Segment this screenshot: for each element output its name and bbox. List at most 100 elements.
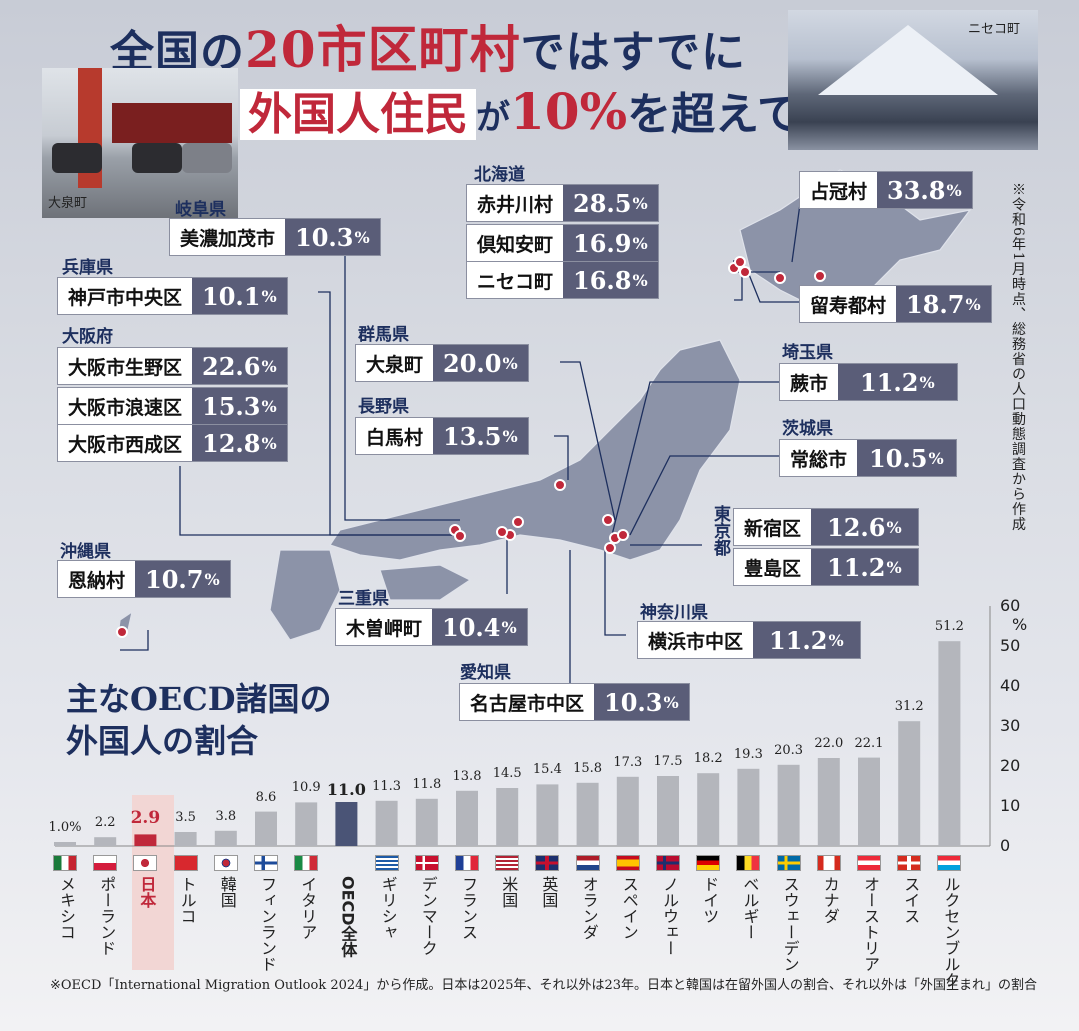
category-label: カナダ [820, 876, 840, 924]
pref-label: 長野県 [358, 397, 409, 417]
y-tick-label: 40 [1000, 676, 1020, 695]
muni-value-num: 15.3 [202, 391, 261, 421]
title-text: ではすでに [520, 27, 747, 78]
bar [777, 764, 800, 846]
flag-icon [857, 855, 881, 871]
value-label: 19.3 [733, 746, 763, 762]
category-label: OECD全体 [338, 876, 358, 958]
bar [174, 832, 197, 846]
flag-icon [776, 855, 801, 871]
flag-icon [53, 855, 77, 871]
muni-value-num: 11.2 [860, 367, 919, 397]
category-label: オーストリア [861, 876, 880, 972]
muni-value-num: 28.5 [573, 188, 632, 218]
flag-icon [897, 855, 922, 871]
muni-label: 占冠村 33.8% [800, 172, 972, 208]
bar [938, 641, 961, 846]
value-label: 22.0 [814, 736, 844, 751]
muni-value: 10.4% [432, 609, 527, 645]
category-label: トルコ [177, 876, 197, 924]
value-label: 14.5 [492, 766, 522, 781]
bar [817, 758, 840, 846]
muni-value-num: 18.7 [906, 289, 965, 319]
category-label: オランダ [579, 876, 599, 940]
muni-name: 大阪市西成区 [58, 425, 193, 461]
category-label: メキシコ [57, 876, 76, 940]
muni-value-num: 12.8 [202, 428, 261, 458]
bar [54, 842, 76, 846]
value-label: 3.5 [175, 810, 196, 825]
percent-sign: % [204, 569, 220, 589]
pref-label: 北海道 [474, 165, 525, 185]
muni-value: 22.6% [192, 348, 287, 384]
percent-sign: % [261, 433, 277, 453]
category-label: 米国 [499, 876, 519, 908]
bar [697, 773, 720, 846]
muni-value-num: 10.4 [442, 612, 501, 642]
muni-label: 木曽岬町 10.4% [336, 609, 527, 645]
muni-label: 豊島区 11.2% [734, 549, 918, 585]
muni-value: 13.5% [433, 418, 528, 454]
muni-name: 占冠村 [800, 172, 878, 208]
tokyo-label: 東京都 [710, 505, 730, 556]
y-tick-label: 10 [1000, 796, 1020, 815]
percent-sign: % [919, 372, 935, 392]
muni-value-num: 22.6 [202, 351, 261, 381]
muni-label: 大阪市西成区 12.8% [58, 425, 287, 461]
title-highlight: 20市区町村 [245, 20, 521, 79]
value-label: 11.0 [326, 780, 366, 799]
y-tick-label: 30 [1000, 716, 1020, 735]
muni-label: 白馬村 13.5% [356, 418, 528, 454]
pref-label: 三重県 [338, 589, 389, 609]
muni-label: 横浜市中区 11.2% [638, 622, 860, 658]
title-line1: 全国の20市区町村ではすでに [110, 10, 746, 82]
muni-name: 大阪市浪速区 [58, 388, 193, 424]
muni-value-num: 10.5 [869, 443, 928, 473]
category-label: 韓国 [217, 876, 237, 908]
flag-icon [213, 855, 238, 871]
muni-value-num: 10.7 [145, 564, 204, 594]
percent-sign: % [502, 353, 518, 373]
flag-icon [254, 855, 278, 871]
pref-label: 群馬県 [358, 325, 409, 345]
flag-icon [656, 855, 680, 871]
bar [898, 721, 921, 846]
value-label: 1.0% [48, 820, 82, 835]
bar [94, 837, 117, 846]
source-note: ※令和6年1月時点、総務省の人口動態調査から作成 [1010, 182, 1026, 532]
percent-sign: % [501, 617, 517, 637]
value-label: 11.8 [412, 776, 442, 792]
muni-value: 10.5% [857, 440, 956, 476]
flag-icon [173, 855, 198, 871]
value-label: 10.9 [291, 780, 321, 796]
y-tick-label: 60 [1000, 596, 1020, 615]
muni-value: 15.3% [192, 388, 287, 424]
muni-label: 神戸市中央区 10.1% [58, 278, 287, 314]
value-label: 17.3 [613, 754, 643, 770]
percent-sign: % [502, 426, 518, 446]
percent-sign: % [965, 294, 981, 314]
category-label: ポーランド [97, 876, 117, 956]
muni-name: 横浜市中区 [638, 622, 754, 658]
category-label: スペイン [619, 876, 639, 940]
muni-label: 赤井川村 28.5% [467, 185, 658, 221]
chart-title: 主なOECD諸国の 外国人の割合 [66, 678, 332, 762]
muni-value: 11.2% [811, 549, 918, 585]
category-label: ベルギー [740, 876, 760, 940]
chart-title-line: 主なOECD諸国の [66, 680, 332, 718]
muni-value-num: 13.5 [443, 421, 502, 451]
pref-label: 神奈川県 [640, 603, 708, 623]
y-unit: % [1012, 615, 1027, 634]
bar [255, 811, 277, 846]
category-label: ギリシャ [378, 876, 398, 940]
category-label: 日本 [137, 876, 157, 908]
percent-sign: % [261, 396, 277, 416]
pref-label: 岐阜県 [175, 200, 226, 220]
muni-value: 33.8% [877, 172, 972, 208]
percent-sign: % [946, 180, 962, 200]
percent-sign: % [663, 692, 679, 712]
muni-name: 蕨市 [780, 364, 839, 400]
title-percent: 10% [510, 82, 628, 141]
muni-label: 名古屋市中区 10.3% [460, 684, 689, 720]
value-label: 15.4 [532, 762, 562, 778]
